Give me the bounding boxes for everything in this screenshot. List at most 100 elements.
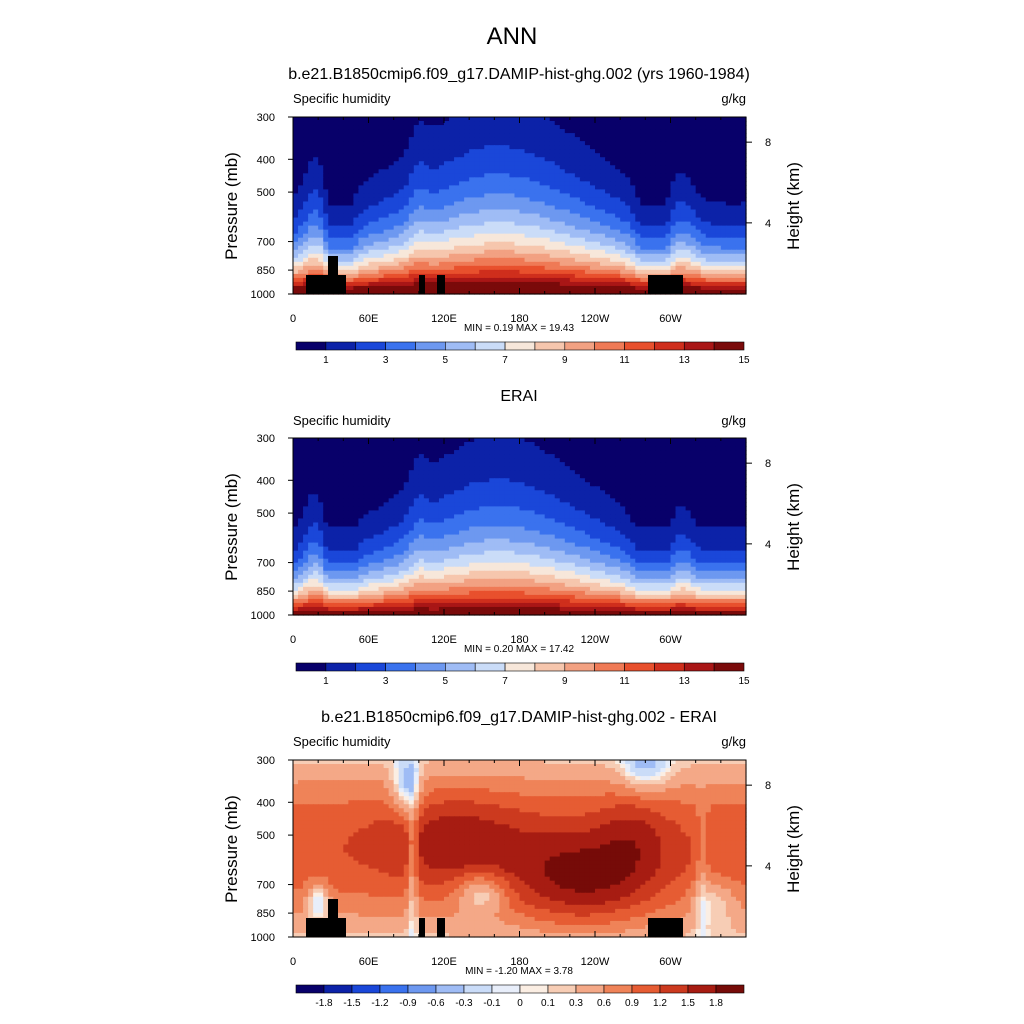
contour-cell — [373, 281, 380, 287]
contour-cell — [298, 446, 304, 451]
contour-cell — [454, 173, 460, 178]
contour-cell — [348, 462, 354, 467]
contour-cell — [293, 181, 299, 186]
contour-cell — [559, 265, 566, 271]
contour-cell — [449, 470, 455, 475]
contour-cell — [730, 169, 737, 174]
contour-cell — [403, 133, 410, 138]
contour-cell — [574, 213, 581, 219]
contour-cell — [403, 189, 410, 195]
contour-cell — [574, 133, 581, 138]
contour-cell — [635, 185, 641, 191]
contour-cell — [665, 141, 672, 146]
contour-cell — [660, 221, 667, 227]
contour-cell — [554, 137, 561, 142]
contour-cell — [630, 117, 636, 122]
contour-cell — [675, 229, 682, 235]
contour-cell — [660, 181, 667, 186]
contour-cell — [680, 446, 687, 451]
contour-cell — [630, 237, 636, 243]
contour-cell — [625, 133, 631, 138]
contour-cell — [393, 233, 400, 239]
contour-cell — [605, 446, 611, 451]
contour-cell — [509, 281, 516, 287]
contour-cell — [398, 153, 405, 158]
contour-cell — [539, 221, 546, 227]
contour-cell — [569, 169, 576, 174]
contour-cell — [499, 161, 505, 166]
contour-cell — [469, 450, 475, 455]
contour-cell — [544, 269, 551, 275]
contour-cell — [464, 458, 470, 463]
contour-cell — [589, 261, 596, 267]
contour-cell — [569, 285, 576, 291]
contour-cell — [504, 209, 511, 215]
contour-cell — [318, 249, 324, 255]
contour-cell — [444, 165, 450, 170]
contour-cell — [328, 237, 334, 243]
contour-cell — [650, 446, 656, 451]
contour-cell — [313, 161, 319, 166]
contour-cell — [298, 438, 304, 443]
contour-cell — [353, 450, 360, 455]
contour-cell — [559, 153, 566, 158]
contour-cell — [524, 189, 531, 195]
contour-cell — [433, 153, 440, 158]
contour-cell — [605, 117, 611, 122]
contour-cell — [454, 213, 460, 219]
contour-cell — [735, 181, 742, 186]
contour-cell — [615, 125, 621, 130]
contour-cell — [640, 470, 646, 475]
contour-cell — [720, 117, 727, 122]
contour-cell — [730, 273, 737, 279]
contour-cell — [358, 225, 365, 231]
contour-cell — [438, 193, 445, 199]
contour-cell — [323, 478, 329, 483]
contour-cell — [595, 289, 601, 295]
contour-cell — [569, 165, 576, 170]
contour-cell — [438, 253, 445, 259]
contour-cell — [524, 273, 531, 279]
contour-cell — [735, 474, 742, 479]
contour-cell — [630, 209, 636, 215]
contour-cell — [605, 213, 611, 219]
contour-cell — [620, 173, 626, 178]
contour-cell — [685, 462, 692, 467]
contour-cell — [625, 141, 631, 146]
contour-cell — [293, 117, 299, 122]
contour-cell — [444, 177, 450, 182]
contour-cell — [328, 478, 334, 483]
contour-cell — [464, 289, 470, 295]
contour-cell — [438, 478, 445, 483]
contour-cell — [343, 277, 349, 283]
contour-cell — [610, 125, 616, 130]
contour-cell — [444, 209, 450, 215]
colorbar-swatch — [594, 341, 625, 351]
contour-cell — [494, 265, 500, 271]
contour-cell — [539, 281, 546, 287]
contour-cell — [418, 237, 425, 243]
contour-cell — [700, 205, 707, 211]
contour-cell — [323, 141, 329, 146]
contour-cell — [509, 153, 516, 158]
contour-cell — [318, 446, 324, 451]
contour-cell — [328, 125, 334, 130]
contour-cell — [640, 117, 646, 122]
contour-cell — [313, 181, 319, 186]
contour-cell — [504, 173, 511, 178]
contour-cell — [620, 265, 626, 271]
contour-cell — [489, 197, 495, 203]
contour-cell — [655, 213, 662, 219]
contour-cell — [313, 245, 319, 251]
contour-cell — [479, 141, 485, 146]
contour-cell — [469, 221, 475, 227]
contour-cell — [373, 149, 380, 154]
contour-cell — [459, 446, 465, 451]
contour-cell — [303, 225, 309, 231]
contour-cell — [484, 133, 490, 138]
contour-cell — [579, 442, 586, 447]
contour-cell — [730, 285, 737, 291]
contour-cell — [338, 245, 344, 251]
contour-cell — [298, 265, 304, 271]
contour-cell — [433, 181, 440, 186]
